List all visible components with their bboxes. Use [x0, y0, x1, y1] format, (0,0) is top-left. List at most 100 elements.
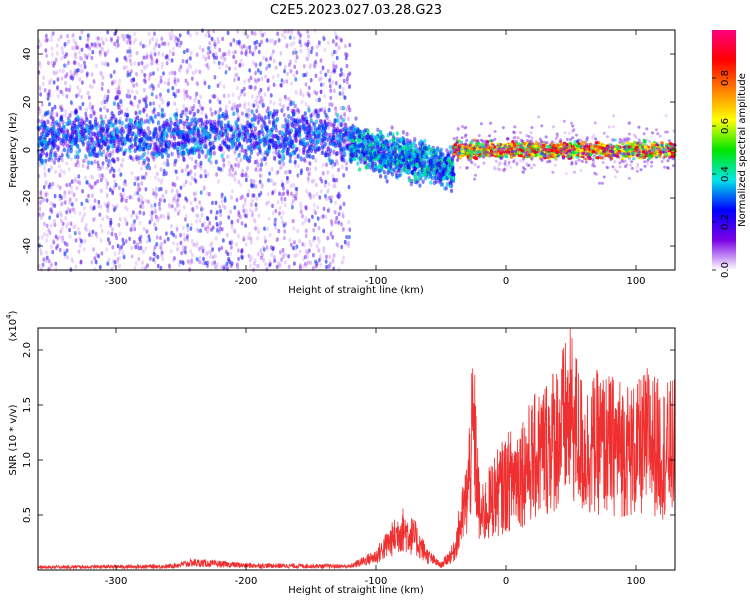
heatmap-cell: [291, 205, 294, 210]
heatmap-cell: [337, 45, 341, 51]
heatmap-cell: [111, 190, 115, 196]
heatmap-cell: [60, 195, 63, 200]
heatmap-cell: [118, 217, 122, 222]
heatmap-cell: [46, 110, 50, 115]
heatmap-cell: [282, 235, 286, 241]
heatmap-cell: [136, 103, 140, 108]
heatmap-cell: [328, 102, 332, 107]
heatmap-cell: [305, 71, 309, 76]
heatmap-cell: [286, 29, 290, 35]
heatmap-cell: [69, 156, 73, 161]
heatmap-cell: [208, 250, 212, 255]
heatmap-cell: [91, 148, 95, 154]
heatmap-cell: [173, 76, 177, 82]
heatmap-cell: [290, 30, 293, 36]
heatmap-cell: [263, 115, 267, 120]
heatmap-cell: [38, 263, 41, 268]
heatmap-cell: [116, 95, 120, 100]
heatmap-cell: [186, 81, 190, 87]
heatmap-cell: [71, 32, 75, 38]
heatmap-cell: [204, 226, 207, 231]
heatmap-cell: [71, 259, 75, 264]
heatmap-cell: [276, 260, 280, 265]
heatmap-cell: [159, 242, 163, 247]
heatmap-cell: [144, 171, 148, 176]
heatmap-cell: [107, 144, 111, 150]
heatmap-cell: [85, 125, 89, 131]
heatmap-cell: [103, 99, 107, 105]
heatmap-cell: [214, 236, 218, 241]
heatmap-cell: [134, 111, 138, 116]
heatmap-cell: [64, 113, 67, 118]
heatmap-cell: [298, 32, 302, 37]
heatmap-cell: [55, 70, 59, 75]
heatmap-cell: [229, 251, 233, 257]
heatmap-cell: [277, 228, 281, 234]
heatmap-cell: [139, 204, 143, 209]
heatmap-cell: [307, 93, 311, 98]
heatmap-cell: [317, 97, 321, 103]
heatmap-cell: [159, 92, 162, 98]
heatmap-cell: [140, 181, 144, 186]
heatmap-cell: [71, 178, 75, 184]
heatmap-cell: [413, 171, 417, 176]
heatmap-cell: [99, 107, 102, 112]
heatmap-cell: [64, 142, 68, 148]
heatmap-cell: [157, 177, 161, 182]
heatmap-cell: [68, 84, 72, 90]
heatmap-cell: [92, 205, 96, 211]
heatmap-cell: [181, 59, 185, 64]
heatmap-cell: [53, 104, 57, 110]
heatmap-cell: [166, 236, 170, 242]
heatmap-cell: [176, 197, 180, 203]
heatmap-cell: [299, 88, 303, 93]
heatmap-cell: [263, 92, 267, 97]
heatmap-cell: [232, 228, 236, 233]
heatmap-cell: [143, 78, 147, 83]
heatmap-cell: [162, 71, 165, 76]
heatmap-cell: [347, 184, 351, 190]
heatmap-cell: [209, 249, 213, 254]
heatmap-cell: [93, 42, 97, 47]
heatmap-cell: [340, 244, 344, 250]
heatmap-cell: [172, 241, 176, 246]
heatmap-cell: [215, 55, 219, 60]
heatmap-cell: [44, 33, 48, 39]
heatmap-cell: [286, 176, 289, 181]
heatmap-cell: [207, 55, 211, 60]
heatmap-cell: [165, 61, 169, 66]
heatmap-cell: [40, 235, 44, 240]
heatmap-cell: [126, 73, 130, 78]
heatmap-cell: [174, 198, 178, 204]
heatmap-cell: [294, 120, 298, 126]
heatmap-cell: [81, 189, 84, 194]
heatmap-cell: [155, 171, 159, 177]
heatmap-cell: [153, 210, 157, 215]
heatmap-cell: [154, 214, 158, 219]
heatmap-cell: [245, 45, 249, 51]
heatmap-cell: [327, 188, 330, 193]
heatmap-cell: [338, 84, 342, 89]
heatmap-cell: [295, 55, 299, 60]
heatmap-cell: [313, 235, 316, 241]
heatmap-cell: [241, 204, 245, 209]
heatmap-cell: [259, 167, 263, 172]
heatmap-cell: [312, 228, 316, 233]
heatmap-cell: [116, 102, 120, 107]
heatmap-cell: [171, 198, 175, 204]
heatmap-cell: [200, 212, 204, 218]
heatmap-cell: [244, 177, 248, 183]
heatmap-cell: [275, 237, 278, 243]
heatmap-cell: [109, 74, 113, 79]
heatmap-cell: [314, 210, 317, 215]
heatmap-cell: [294, 77, 298, 82]
heatmap-cell: [331, 39, 335, 44]
heatmap-cell: [146, 263, 149, 268]
heatmap-cell: [272, 82, 276, 88]
heatmap-cell: [50, 121, 54, 127]
heatmap-cell: [278, 263, 281, 269]
heatmap-cell: [139, 166, 143, 171]
heatmap-cell: [321, 214, 325, 219]
heatmap-cell: [236, 262, 239, 267]
heatmap-cell: [448, 145, 452, 150]
